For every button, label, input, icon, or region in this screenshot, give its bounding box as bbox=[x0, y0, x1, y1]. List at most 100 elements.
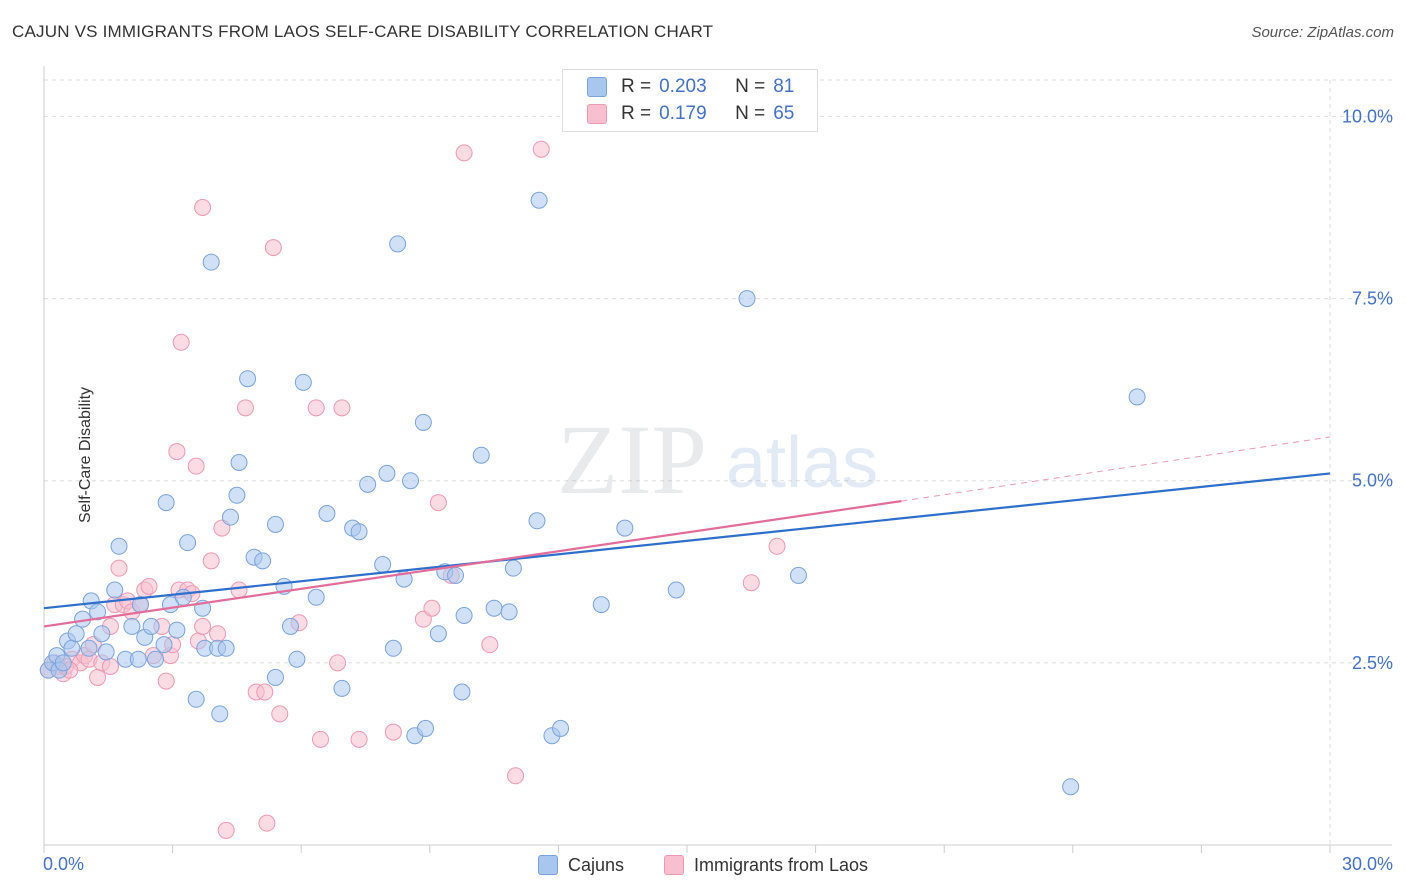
data-point-cajuns bbox=[239, 370, 257, 388]
data-point-laos bbox=[423, 599, 441, 617]
data-point-laos bbox=[230, 581, 248, 599]
data-point-cajuns bbox=[142, 617, 160, 635]
data-point-cajuns bbox=[500, 603, 518, 621]
axes bbox=[43, 66, 1392, 853]
trend-line-cajuns bbox=[43, 472, 1331, 610]
n-value-laos: 65 bbox=[773, 103, 795, 124]
data-point-cajuns bbox=[455, 607, 473, 624]
x-tick-label: 0.0% bbox=[43, 854, 84, 874]
r-value-laos: 0.179 bbox=[659, 103, 707, 124]
tick-labels: 2.5% 5.0% 7.5% 10.0% 0.0% 30.0% bbox=[43, 106, 1393, 874]
data-point-laos bbox=[256, 683, 274, 701]
data-point-laos bbox=[507, 767, 525, 785]
data-point-laos bbox=[101, 658, 119, 675]
data-point-cajuns bbox=[97, 643, 115, 661]
legend-label-laos: Immigrants from Laos bbox=[693, 854, 869, 875]
y-tick-label: 2.5% bbox=[1352, 653, 1393, 673]
y-axis-label: Self-Care Disability bbox=[77, 386, 95, 524]
correlation-legend: R = 0.203 N = 81 R = 0.179 N = 65 bbox=[562, 69, 818, 132]
data-point-laos bbox=[172, 333, 190, 351]
data-point-cajuns bbox=[155, 636, 173, 654]
y-tick-label: 7.5% bbox=[1352, 289, 1393, 309]
data-point-laos bbox=[217, 821, 235, 839]
data-point-laos bbox=[110, 559, 128, 577]
data-point-laos bbox=[202, 552, 220, 570]
data-point-laos bbox=[333, 399, 351, 417]
data-point-laos bbox=[236, 399, 254, 417]
data-point-cajuns bbox=[129, 650, 147, 668]
data-point-laos bbox=[768, 537, 786, 555]
data-point-cajuns bbox=[281, 617, 299, 635]
data-point-laos bbox=[89, 668, 107, 686]
watermark-zip: ZIP bbox=[557, 404, 707, 515]
data-point-cajuns bbox=[1128, 388, 1146, 406]
data-point-cajuns bbox=[266, 668, 284, 686]
data-point-cajuns bbox=[378, 464, 396, 482]
data-point-cajuns bbox=[228, 486, 246, 504]
data-point-laos bbox=[481, 636, 499, 654]
data-point-laos bbox=[742, 574, 760, 592]
watermark: ZIP atlas bbox=[557, 404, 878, 515]
data-point-cajuns bbox=[307, 588, 325, 606]
data-point-cajuns bbox=[485, 599, 503, 617]
data-point-cajuns bbox=[1062, 778, 1080, 796]
trend-line-laos-extension bbox=[901, 436, 1331, 502]
data-point-laos bbox=[157, 672, 175, 690]
data-point-cajuns bbox=[414, 413, 432, 431]
data-point-cajuns bbox=[789, 566, 807, 584]
data-point-cajuns bbox=[211, 705, 229, 723]
data-point-laos bbox=[168, 443, 186, 461]
data-point-cajuns bbox=[417, 719, 435, 737]
data-point-laos bbox=[532, 140, 550, 158]
trend-lines bbox=[43, 436, 1331, 628]
legend-item-cajuns[interactable]: Cajuns bbox=[537, 855, 624, 876]
r-label: R = bbox=[621, 76, 652, 97]
data-point-cajuns bbox=[374, 556, 392, 573]
data-point-cajuns bbox=[453, 683, 471, 701]
data-point-cajuns bbox=[359, 475, 377, 493]
y-tick-label: 5.0% bbox=[1352, 471, 1393, 491]
data-point-cajuns bbox=[429, 625, 447, 643]
data-point-laos bbox=[271, 705, 289, 723]
data-point-cajuns bbox=[168, 621, 186, 639]
data-point-cajuns bbox=[530, 191, 548, 209]
data-point-cajuns bbox=[174, 588, 192, 606]
legend-row-cajuns: R = 0.203 N = 81 bbox=[587, 75, 794, 99]
data-point-laos bbox=[264, 239, 282, 257]
r-label: R = bbox=[621, 103, 652, 124]
chart-source: Source: ZipAtlas.com bbox=[1251, 24, 1394, 41]
data-point-laos bbox=[384, 723, 402, 741]
data-point-laos bbox=[194, 199, 212, 216]
data-point-cajuns bbox=[350, 523, 368, 541]
data-point-cajuns bbox=[67, 625, 85, 643]
data-point-cajuns bbox=[288, 650, 306, 668]
data-point-laos bbox=[209, 625, 227, 643]
data-point-laos bbox=[350, 730, 368, 748]
n-value-cajuns: 81 bbox=[773, 76, 795, 97]
legend-item-laos[interactable]: Immigrants from Laos bbox=[663, 854, 869, 876]
data-point-cajuns bbox=[667, 581, 685, 599]
data-point-cajuns bbox=[157, 494, 175, 512]
data-point-cajuns bbox=[738, 290, 756, 308]
data-point-laos bbox=[140, 577, 158, 595]
data-point-laos bbox=[258, 814, 276, 832]
data-point-cajuns bbox=[447, 566, 465, 584]
data-point-cajuns bbox=[179, 534, 197, 552]
data-point-cajuns bbox=[123, 617, 141, 635]
legend-swatch-laos bbox=[663, 855, 684, 875]
data-point-cajuns bbox=[146, 650, 164, 668]
data-point-cajuns bbox=[230, 454, 248, 471]
series-cajuns-points bbox=[39, 191, 1146, 796]
data-point-laos bbox=[194, 617, 212, 635]
watermark-atlas: atlas bbox=[726, 423, 878, 503]
legend-swatch-cajuns bbox=[587, 77, 607, 97]
n-label: N = bbox=[735, 103, 766, 124]
legend-swatch-cajuns bbox=[537, 855, 558, 875]
data-point-laos bbox=[187, 457, 205, 475]
data-point-cajuns bbox=[80, 639, 98, 657]
data-point-cajuns bbox=[402, 472, 420, 490]
data-point-cajuns bbox=[294, 373, 312, 391]
legend-swatch-laos bbox=[587, 104, 607, 124]
data-point-cajuns bbox=[63, 639, 81, 657]
data-point-cajuns bbox=[266, 515, 284, 533]
